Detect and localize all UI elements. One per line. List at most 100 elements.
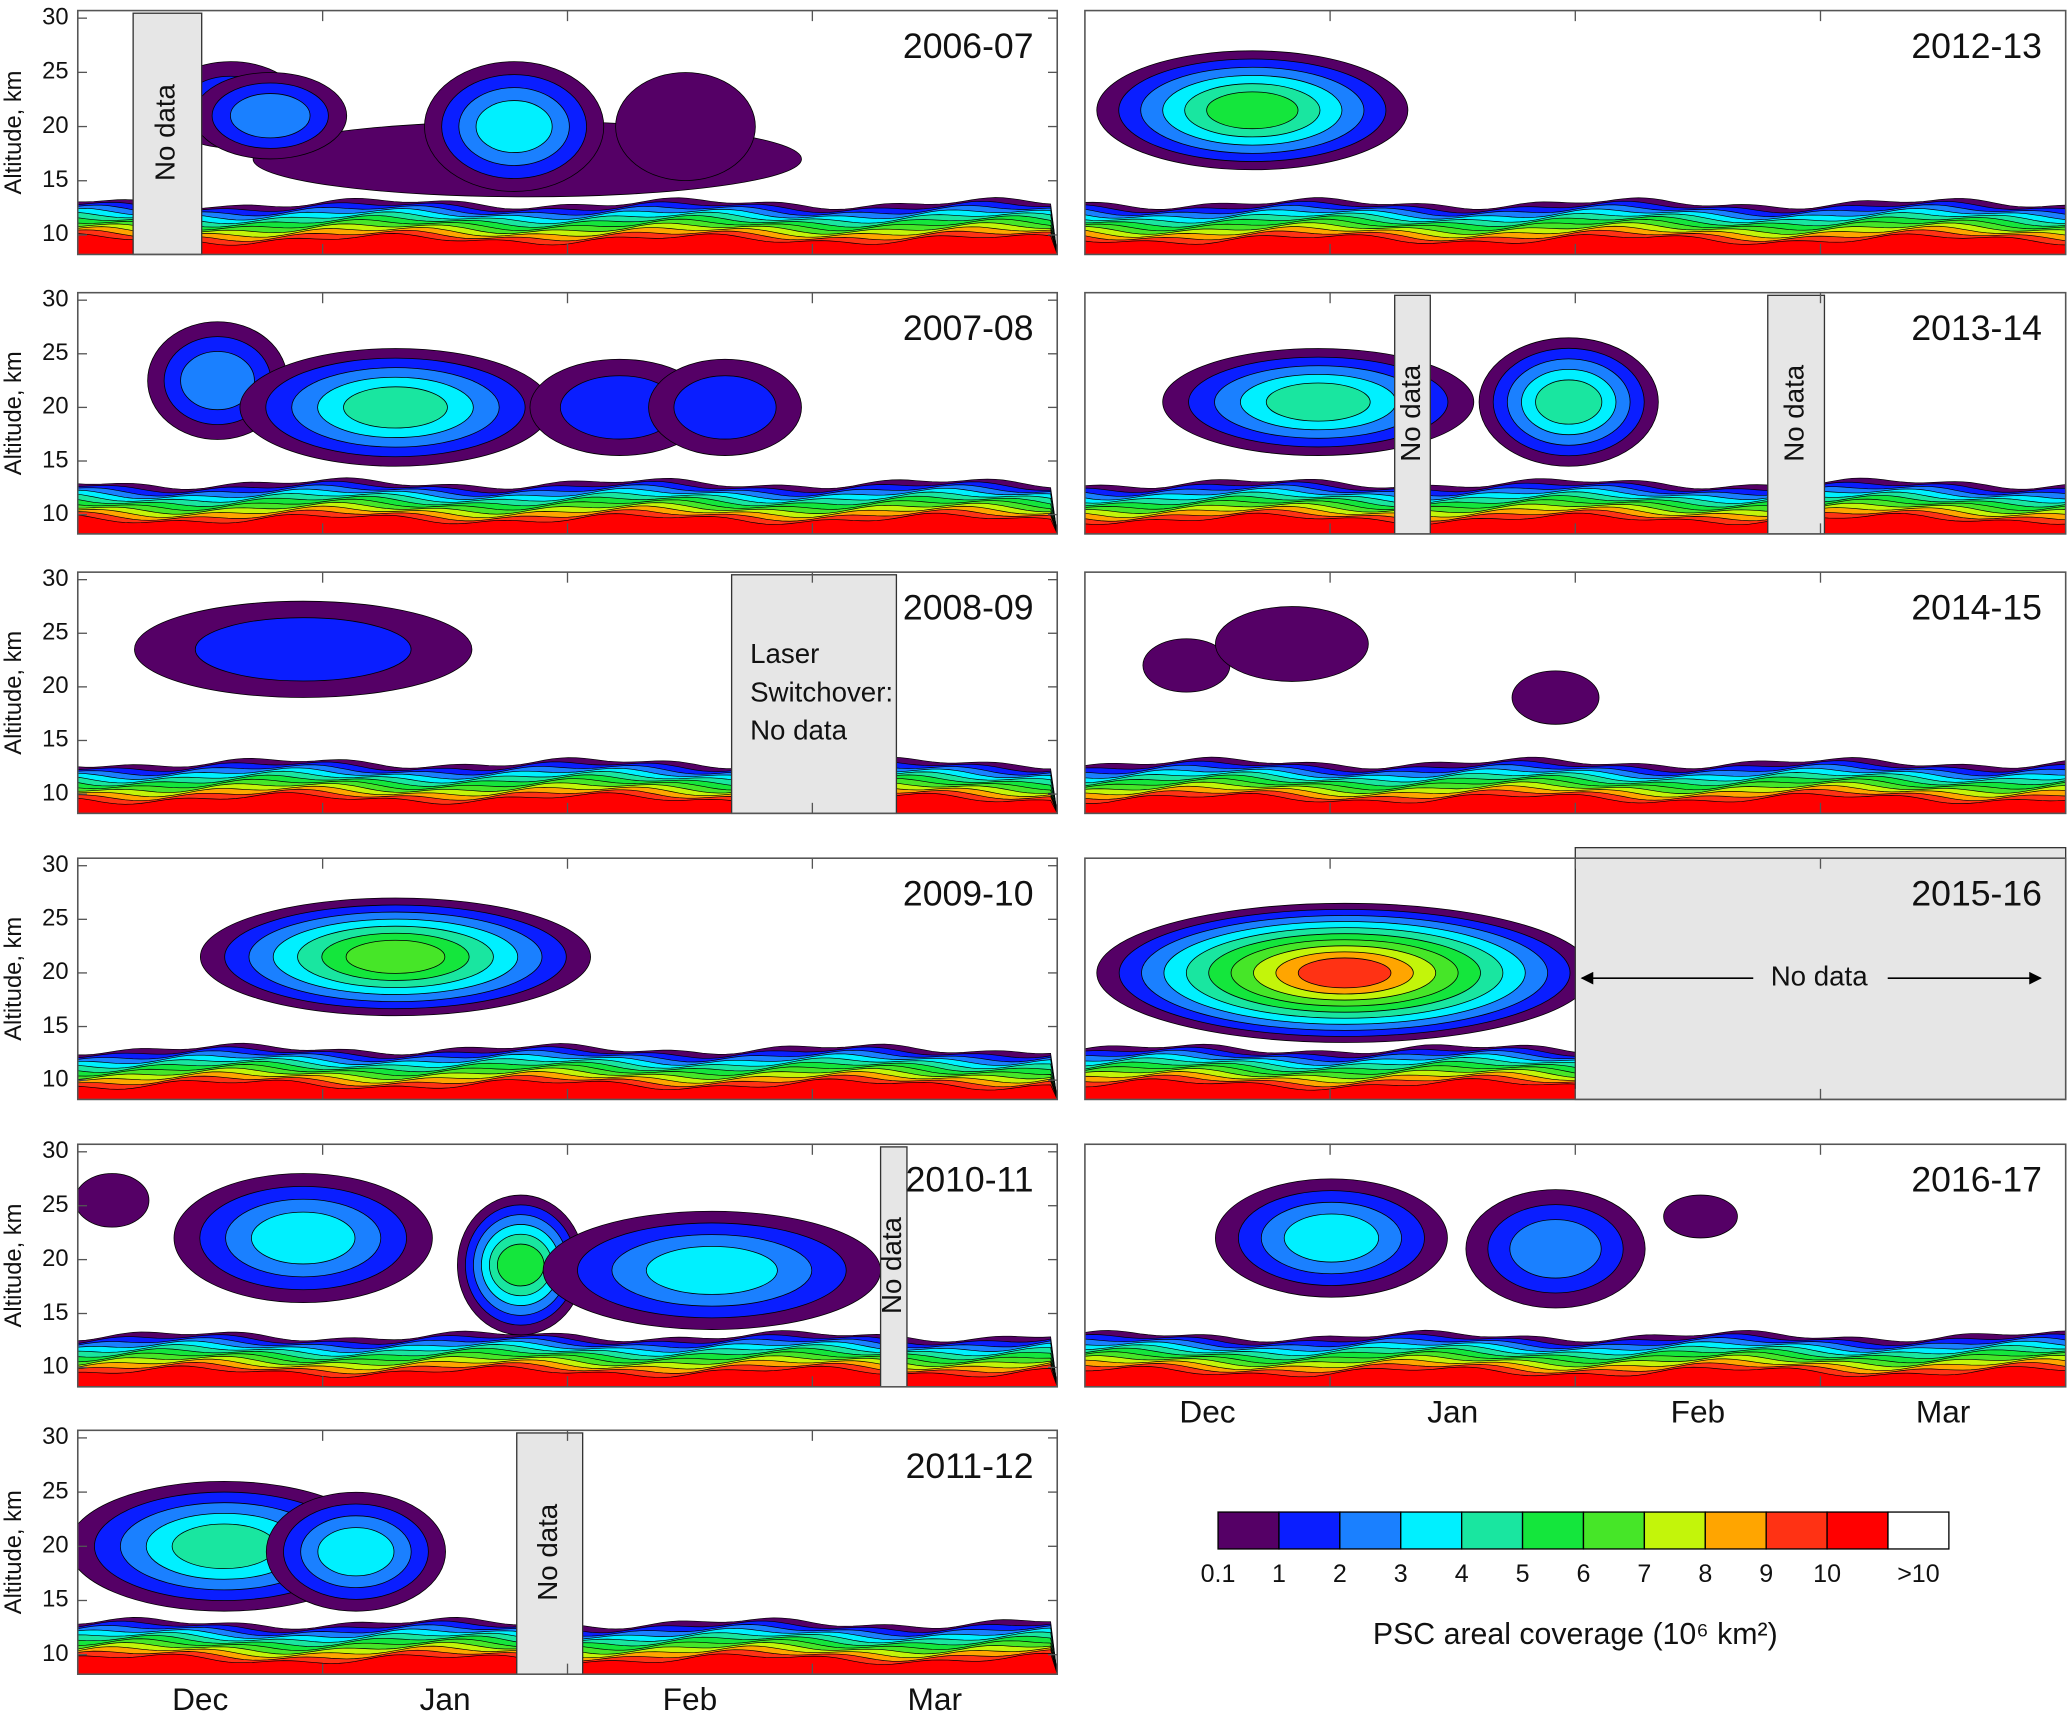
colorbar-swatch xyxy=(1400,1511,1463,1550)
y-tick-label: 15 xyxy=(42,447,68,473)
contour-region xyxy=(171,1523,277,1569)
colorbar-swatch xyxy=(1826,1511,1889,1550)
annotation: Laser xyxy=(750,638,819,669)
y-axis-label: Altitude, km xyxy=(1,1490,27,1614)
y-tick-label: 30 xyxy=(42,286,68,312)
colorbar-swatch xyxy=(1461,1511,1524,1550)
contour-region xyxy=(615,72,756,181)
y-tick-label: 10 xyxy=(42,1641,68,1667)
y-axis-label: Altitude, km xyxy=(1,917,27,1041)
contours xyxy=(1084,50,2066,255)
y-tick-label: 30 xyxy=(42,1424,68,1450)
contour-region xyxy=(345,939,446,974)
y-tick-label: 20 xyxy=(42,673,68,699)
colorbar-tick-label: 8 xyxy=(1698,1560,1712,1588)
y-tick-label: 20 xyxy=(42,394,68,420)
contour-region xyxy=(1206,91,1299,130)
contour-region xyxy=(1215,606,1369,682)
contour-region xyxy=(180,351,255,411)
contour-region xyxy=(77,1173,150,1228)
annotation: Switchover: xyxy=(750,676,893,707)
colorbar-swatch xyxy=(1521,1511,1585,1550)
colorbar-tick-label: 1 xyxy=(1272,1560,1286,1588)
panel-title: 2009-10 xyxy=(903,874,1034,914)
no-data-box xyxy=(879,1146,908,1388)
x-tick-label: Feb xyxy=(1671,1393,1726,1429)
x-tick-label: Dec xyxy=(172,1681,228,1717)
y-tick-label: 10 xyxy=(42,1066,68,1092)
y-tick-label: 15 xyxy=(42,1013,68,1039)
panel-title: 2015-16 xyxy=(1911,874,2042,914)
y-tick-label: 25 xyxy=(42,59,68,85)
y-tick-label: 15 xyxy=(42,1587,68,1613)
panel-title: 2010-11 xyxy=(906,1160,1034,1200)
colorbar-tick-label: 0.1 xyxy=(1201,1560,1236,1588)
contour-region xyxy=(673,375,777,440)
colorbar-swatch xyxy=(1643,1511,1706,1550)
y-tick-label: 15 xyxy=(42,1300,68,1326)
y-tick-label: 25 xyxy=(42,906,68,932)
y-tick-label: 25 xyxy=(42,340,68,366)
contour-region xyxy=(230,93,311,139)
contour-region xyxy=(1663,1194,1738,1239)
contour-region xyxy=(1509,1219,1602,1279)
colorbar-swatch xyxy=(1278,1511,1341,1550)
annotation: No data xyxy=(1395,364,1426,462)
y-tick-label: 10 xyxy=(42,1354,68,1380)
panel-title: 2006-07 xyxy=(903,26,1034,66)
panel-title: 2014-15 xyxy=(1911,588,2042,628)
colorbar-title: PSC areal coverage (10⁶ km²) xyxy=(1373,1618,1778,1651)
colorbar-tick-label: >10 xyxy=(1897,1560,1939,1588)
y-tick-label: 30 xyxy=(42,852,68,878)
annotation: No data xyxy=(1778,364,1809,462)
annotation: No data xyxy=(876,1216,907,1314)
contours xyxy=(77,1173,1058,1387)
y-axis-label: Altitude, km xyxy=(1,1204,27,1328)
y-tick-label: 10 xyxy=(42,780,68,806)
y-tick-label: 10 xyxy=(42,221,68,247)
contour-region xyxy=(1283,1213,1380,1263)
contour-region xyxy=(1297,957,1392,989)
y-tick-label: 30 xyxy=(42,566,68,592)
panel-title: 2012-13 xyxy=(1911,26,2042,66)
panel-title: 2016-17 xyxy=(1911,1160,2042,1200)
x-tick-label: Mar xyxy=(908,1681,962,1717)
colorbar-swatch xyxy=(1339,1511,1402,1550)
colorbar-tick-label: 10 xyxy=(1813,1560,1841,1588)
contour-region xyxy=(343,386,448,429)
panel-title: 2008-09 xyxy=(903,588,1034,628)
y-tick-label: 15 xyxy=(42,167,68,193)
colorbar-tick-label: 4 xyxy=(1455,1560,1469,1588)
x-tick-label: Jan xyxy=(1427,1393,1478,1429)
x-tick-label: Jan xyxy=(420,1681,471,1717)
colorbar-swatch xyxy=(1765,1511,1828,1550)
colorbar-tick-label: 3 xyxy=(1394,1560,1408,1588)
y-axis-label: Altitude, km xyxy=(1,71,27,195)
colorbar-tick-label: 9 xyxy=(1759,1560,1773,1588)
y-tick-label: 20 xyxy=(42,113,68,139)
y-tick-label: 10 xyxy=(42,501,68,527)
panel-title: 2011-12 xyxy=(906,1446,1034,1486)
x-tick-label: Dec xyxy=(1179,1393,1235,1429)
y-tick-label: 20 xyxy=(42,959,68,985)
y-tick-label: 25 xyxy=(42,1192,68,1218)
colorbar-swatch xyxy=(1704,1511,1767,1550)
contour-region xyxy=(475,100,553,153)
colorbar-swatch xyxy=(1887,1511,1950,1550)
contour-region xyxy=(194,617,412,682)
contour-region xyxy=(1535,379,1603,425)
no-data-box xyxy=(1394,294,1431,535)
x-tick-label: Feb xyxy=(663,1681,718,1717)
annotation: No data xyxy=(1771,960,1869,991)
y-tick-label: 20 xyxy=(42,1246,68,1272)
x-tick-label: Mar xyxy=(1916,1393,1970,1429)
contour-region xyxy=(317,1527,395,1577)
y-tick-label: 25 xyxy=(42,1478,68,1504)
y-tick-label: 20 xyxy=(42,1533,68,1559)
contour-region xyxy=(1511,670,1600,725)
annotation: No data xyxy=(532,1503,563,1601)
panel-title: 2007-08 xyxy=(903,308,1034,348)
annotation: No data xyxy=(750,715,848,746)
contour-region xyxy=(1265,382,1371,422)
colorbar-tick-label: 7 xyxy=(1637,1560,1651,1588)
